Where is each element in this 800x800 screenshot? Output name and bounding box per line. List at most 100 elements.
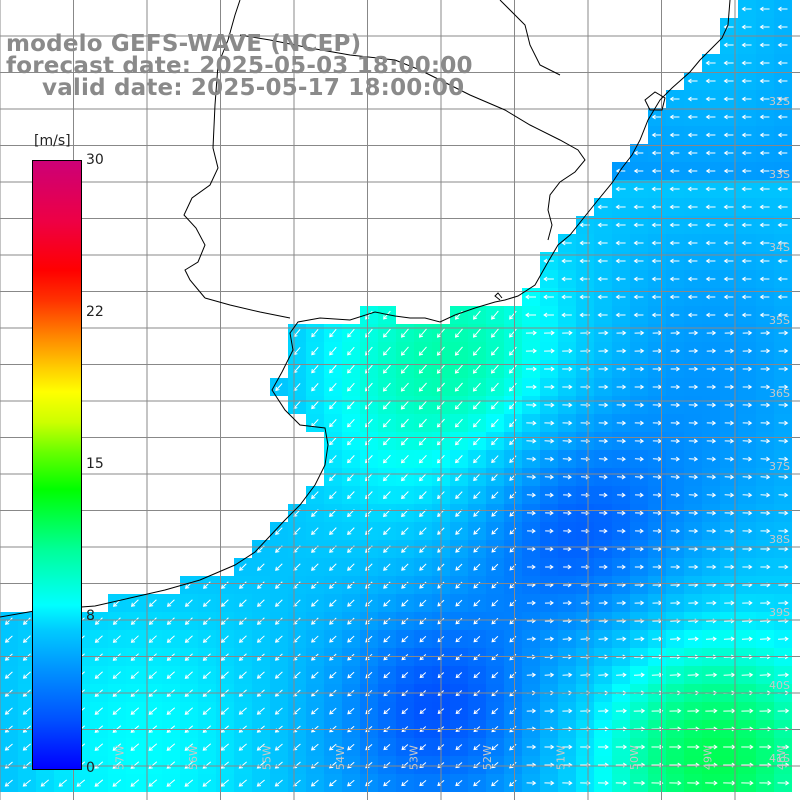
wind-arrow — [723, 42, 734, 48]
valid-date: valid date: 2025-05-17 18:00:00 — [42, 75, 465, 101]
wind-arrow — [599, 492, 608, 498]
wind-arrow — [759, 42, 770, 48]
wind-arrow — [329, 563, 337, 571]
wind-arrow — [473, 310, 481, 320]
wind-arrow — [491, 418, 499, 428]
wind-arrow — [455, 672, 463, 679]
wind-arrow — [148, 779, 158, 787]
wind-arrow — [383, 599, 391, 607]
wind-arrow — [401, 599, 409, 607]
wind-arrow — [777, 24, 788, 30]
wind-arrow — [597, 240, 608, 246]
wind-arrow — [347, 364, 355, 374]
wind-arrow — [311, 563, 319, 571]
wind-arrow — [562, 474, 572, 480]
wind-arrow — [777, 168, 788, 174]
wind-arrow — [130, 617, 139, 625]
wind-arrow — [635, 492, 644, 498]
wind-arrow — [617, 528, 626, 534]
wind-arrow — [616, 636, 627, 642]
wind-arrow — [597, 744, 609, 750]
wind-arrow — [777, 60, 788, 66]
wind-arrow — [4, 671, 13, 679]
wind-arrow — [561, 294, 572, 300]
wind-arrow — [311, 635, 319, 643]
wind-arrow — [633, 258, 644, 264]
wind-arrow — [759, 204, 770, 210]
wind-arrow — [491, 437, 499, 446]
wind-arrow — [239, 563, 247, 571]
wind-arrow — [491, 473, 499, 481]
wind-arrow — [778, 456, 789, 462]
border-north — [499, 0, 561, 76]
wind-arrow — [184, 617, 193, 625]
wind-arrow — [759, 150, 770, 156]
wind-arrow — [383, 779, 391, 787]
wind-arrow — [275, 383, 283, 392]
wind-arrow — [688, 528, 699, 534]
wind-arrow — [347, 707, 355, 715]
wind-arrow — [491, 761, 499, 769]
lat-label: 39S — [769, 606, 790, 619]
wind-arrow — [615, 312, 626, 318]
wind-arrow — [724, 366, 735, 372]
wind-arrow — [22, 779, 31, 787]
wind-arrow — [741, 78, 752, 84]
wind-arrow — [347, 563, 355, 571]
wind-arrow — [472, 382, 481, 392]
wind-arrow — [687, 780, 700, 786]
wind-arrow — [670, 330, 681, 336]
wind-arrow — [491, 527, 499, 535]
wind-arrow — [544, 492, 554, 498]
wind-arrow — [347, 743, 355, 751]
wind-arrow — [382, 364, 391, 374]
wind-arrow — [777, 780, 790, 786]
wind-arrow — [491, 599, 499, 607]
wind-arrow — [651, 258, 662, 264]
wind-arrow — [759, 312, 770, 318]
wind-arrow — [329, 473, 337, 482]
wind-arrow — [651, 204, 662, 210]
wind-arrow — [418, 382, 427, 392]
wind-arrow — [562, 420, 573, 426]
wind-arrow — [706, 600, 717, 606]
wind-arrow — [365, 761, 373, 769]
wind-arrow — [148, 743, 158, 751]
wind-arrow — [365, 599, 373, 607]
wind-arrow — [759, 96, 770, 102]
wind-arrow — [383, 563, 391, 571]
wind-arrow — [706, 492, 717, 498]
wind-arrow — [778, 492, 789, 498]
wind-arrow — [454, 346, 463, 356]
wind-arrow — [633, 186, 644, 192]
wind-arrow — [202, 617, 211, 625]
wind-arrow — [329, 400, 337, 410]
wind-arrow — [347, 455, 355, 464]
forecast-date: forecast date: 2025-05-03 18:00:00 — [6, 53, 473, 79]
wind-arrow — [759, 186, 770, 192]
wind-arrow — [382, 473, 391, 482]
colorbar-tick-min: 0 — [86, 760, 95, 776]
lat-label: 38S — [769, 533, 790, 546]
wind-arrow — [544, 438, 555, 444]
wind-arrow — [473, 527, 481, 535]
wind-arrow — [274, 743, 283, 751]
wind-arrow — [777, 240, 788, 246]
wind-arrow — [598, 708, 609, 714]
wind-arrow — [544, 708, 555, 714]
wind-arrow — [616, 564, 626, 570]
wind-arrow — [544, 366, 555, 372]
wind-arrow — [184, 707, 194, 715]
wind-arrow — [687, 78, 698, 84]
wind-arrow — [238, 617, 247, 625]
wind-arrow — [454, 400, 463, 410]
wind-arrow — [561, 258, 572, 264]
wind-arrow — [687, 672, 700, 678]
wind-arrow — [383, 744, 391, 751]
wind-arrow — [220, 779, 230, 787]
wind-arrow — [651, 186, 662, 192]
wind-arrow — [669, 186, 680, 192]
wind-arrow — [724, 546, 735, 552]
wind-arrow — [509, 455, 517, 464]
